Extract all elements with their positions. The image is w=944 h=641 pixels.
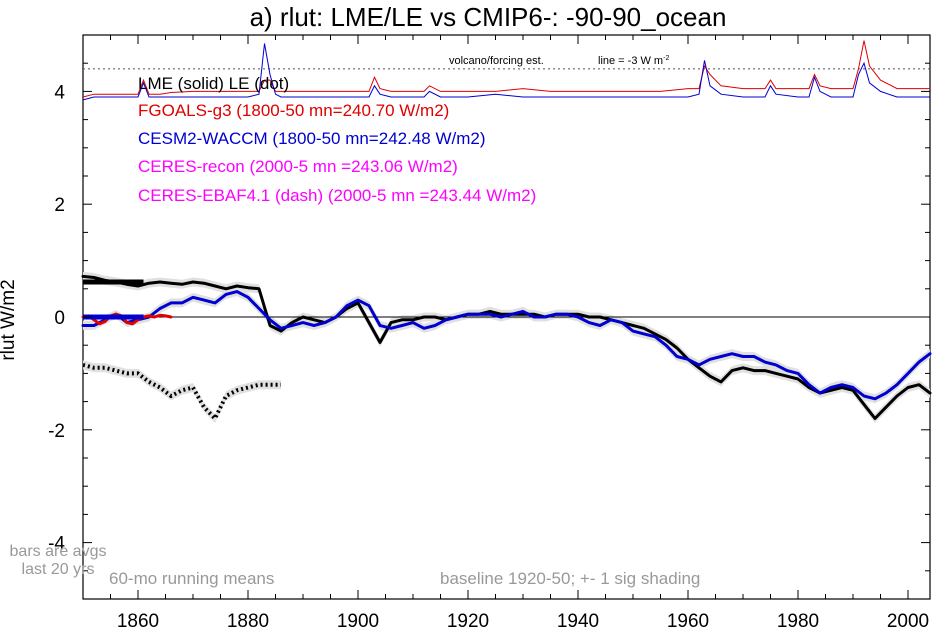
y-tick-label: -4: [48, 534, 65, 555]
shading-layer: [83, 271, 930, 423]
x-tick-label: 1980: [777, 611, 819, 632]
y-axis-label: rlut W/m2: [0, 279, 19, 360]
legend-entry-0: LME (solid) LE (dot): [138, 74, 289, 93]
shading-band-0: [83, 271, 930, 423]
series-layer: [81, 274, 932, 421]
shading-band-1: [83, 360, 281, 423]
x-tick-label: 1880: [227, 611, 269, 632]
legend-entry-2: CESM2-WACCM (1800-50 mn=242.48 W/m2): [138, 129, 486, 148]
forcing-line-cesm: [82, 43, 930, 101]
running-means-note: 60-mo running means: [109, 569, 274, 588]
volcano-label: volcano/forcing est.: [449, 55, 544, 67]
series-line-cesm2-waccm: [81, 290, 932, 401]
legend-entry-1: FGOALS-g3 (1800-50 mn=240.70 W/m2): [138, 101, 449, 120]
forcing-line-fgoals: [82, 40, 930, 98]
line-label: line = -3 W m-2: [598, 55, 669, 67]
line-label-text: line = -3 W m: [598, 55, 663, 67]
forcing-layer: [82, 40, 930, 101]
x-tick-label: 1960: [667, 611, 709, 632]
axes-layer: 1860 1880 1900 1920 1940 1960 1980 2000 4 2 0 -2 -4: [48, 34, 930, 632]
annotations: volcano/forcing est. line = -3 W m-2 bar…: [10, 55, 701, 588]
line-label-superscript: -2: [663, 55, 669, 62]
legend-entry-4: CERES-EBAF4.1 (dash) (2000-5 mn =243.44 …: [138, 186, 536, 205]
x-tick-label: 1900: [337, 611, 379, 632]
y-tick-label: 4: [54, 82, 65, 103]
chart-title: a) rlut: LME/LE vs CMIP6-: -90-90_ocean: [250, 2, 727, 32]
series-line-fgoals-g3: [81, 312, 173, 326]
legend-entry-3: CERES-recon (2000-5 mn =243.06 W/m2): [138, 157, 458, 176]
y-tick-label: 2: [54, 195, 65, 216]
legend: LME (solid) LE (dot) FGOALS-g3 (1800-50 m…: [138, 74, 536, 205]
x-tick-label: 1940: [557, 611, 599, 632]
x-tick-label: 2000: [887, 611, 929, 632]
y-tick-label: 0: [54, 308, 65, 329]
x-tick-label: 1920: [447, 611, 489, 632]
baseline-note: baseline 1920-50; +- 1 sig shading: [440, 569, 700, 588]
y-tick-label: -2: [48, 421, 65, 442]
bars-note-line1: bars are avgs: [10, 543, 107, 560]
x-tick-label: 1860: [117, 611, 159, 632]
bars-note-line2: last 20 yrs: [22, 561, 95, 578]
